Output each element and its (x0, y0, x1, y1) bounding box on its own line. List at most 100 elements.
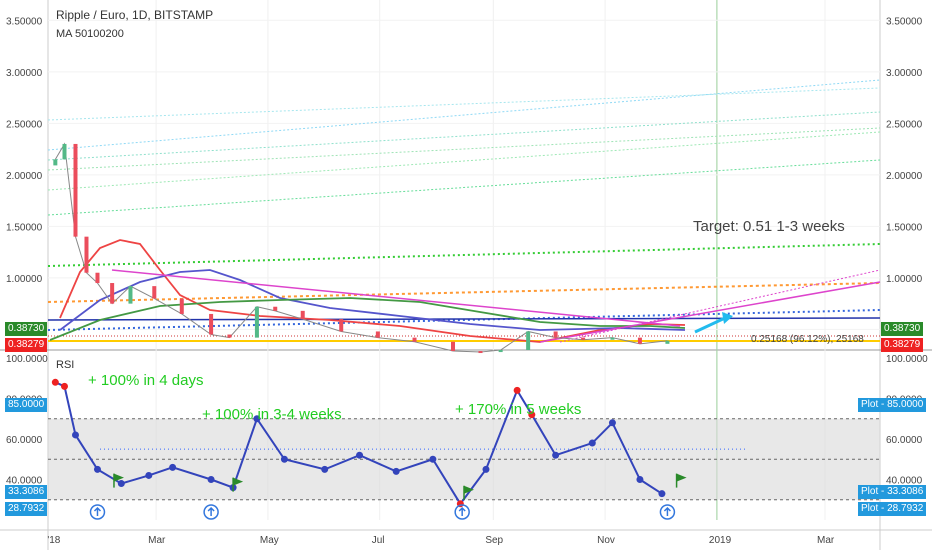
price-candle (526, 331, 531, 350)
price-axis-label-right: 3.00000 (886, 68, 923, 79)
price-prev-tag-left: 0.38279 (5, 338, 48, 352)
rsi-low-tag-left: 28.7932 (5, 502, 48, 516)
rsi-point (392, 467, 400, 475)
circled-arrow-icon (89, 504, 106, 520)
price-axis-label-left: 2.00000 (6, 171, 43, 182)
magenta-breakout-line (539, 281, 881, 343)
target-arrowhead (722, 312, 733, 324)
price-candle (375, 331, 380, 338)
rsi-point (356, 451, 364, 459)
price-candle (553, 331, 558, 338)
plot-upper-tag: Plot - 85.0000 (858, 398, 927, 412)
blue-horizontal-line (47, 317, 881, 321)
blue-dotted-trendline (47, 309, 881, 331)
price-candle (84, 236, 89, 273)
circled-arrow-icon (454, 504, 470, 520)
price-pane[interactable] (47, 79, 881, 354)
rsi-axis-label-left: 40.0000 (6, 476, 43, 487)
rsi-point (51, 378, 59, 386)
time-axis-label: Jul (372, 535, 385, 546)
rsi-point (145, 471, 153, 479)
fan-trendline (47, 127, 881, 171)
price-candle (637, 337, 642, 344)
fan-trendline (47, 131, 881, 191)
price-candle (227, 334, 232, 338)
rsi-axis-label-left: 60.0000 (6, 435, 43, 446)
rsi-point (253, 415, 261, 423)
rsi-point (636, 476, 644, 483)
magenta-dotted-line (559, 269, 881, 343)
time-axis-label: Nov (597, 535, 615, 546)
rsi-point (60, 382, 68, 390)
annotation-170-5-weeks: + 170% in 5 weeks (455, 401, 582, 418)
price-axis-label-left: 2.50000 (6, 119, 43, 130)
rsi-current-tag-left: 33.3086 (5, 485, 48, 499)
buy-flag (464, 485, 474, 494)
price-current-tag-right: 0.38730 (881, 322, 924, 336)
price-candle (254, 306, 259, 338)
up-arrow-icon (207, 506, 215, 516)
close-price-line (54, 142, 668, 353)
price-candle (451, 341, 456, 352)
up-arrow-icon (93, 506, 102, 516)
time-axis-label: '18 (47, 535, 60, 546)
buy-flag (113, 473, 124, 482)
rsi-point (429, 455, 437, 463)
price-candle (273, 306, 278, 311)
rsi-point (513, 386, 521, 394)
price-candle (339, 319, 344, 332)
time-axis-label: Mar (817, 535, 835, 546)
rsi-point (588, 439, 596, 447)
fan-trendline (47, 159, 881, 216)
buy-flag (676, 473, 687, 482)
rsi-point (117, 480, 125, 488)
time-axis-label: May (260, 535, 279, 546)
ma-indicator-label[interactable]: MA 50100200 (56, 28, 124, 40)
price-axis-label-right: 1.00000 (886, 274, 923, 285)
price-candle (62, 143, 67, 160)
price-axis-label-left: 1.00000 (6, 274, 43, 285)
price-axis-label-right: 2.00000 (886, 171, 923, 182)
measure-readout: 0.25168 (96.12%), 25168 (751, 334, 864, 345)
price-candle (152, 286, 157, 299)
fan-trendline (47, 87, 881, 121)
rsi-pane[interactable] (48, 378, 880, 520)
fan-trendline (47, 111, 881, 161)
rsi-axis-label-left: 100.0000 (6, 354, 48, 365)
rsi-axis-label-right: 40.0000 (886, 476, 923, 487)
plot-current-tag: Plot - 33.3086 (858, 485, 927, 499)
rsi-point (280, 455, 288, 463)
price-axis-label-left: 1.50000 (6, 222, 43, 233)
price-candle (110, 283, 115, 304)
rsi-upper-tag-left: 85.0000 (5, 398, 48, 412)
green-dotted-trendline (47, 243, 881, 267)
rsi-axis-label-right: 100.0000 (886, 354, 928, 365)
annotation-100-4-days: + 100% in 4 days (88, 372, 204, 389)
price-candle (498, 350, 503, 353)
price-candle (73, 143, 78, 237)
chart-title: Ripple / Euro, 1D, BITSTAMP (56, 8, 214, 22)
annotation-100-3-4-weeks: + 100% in 3-4 weeks (202, 406, 342, 423)
price-candle (665, 340, 670, 344)
price-candle (610, 337, 615, 340)
rsi-line (54, 381, 663, 506)
rsi-title[interactable]: RSI (56, 359, 75, 371)
buy-flag (233, 477, 244, 486)
rsi-point (658, 490, 666, 498)
circled-arrow-icon (659, 504, 676, 520)
price-candle (128, 286, 133, 304)
target-arrow (694, 316, 726, 334)
price-candle (209, 313, 214, 335)
time-axis-label: Sep (485, 535, 503, 546)
rsi-point (169, 463, 177, 471)
rsi-axis-label-right: 60.0000 (886, 435, 923, 446)
ma200-line (49, 297, 686, 341)
target-annotation: Target: 0.51 1-3 weeks (693, 218, 845, 235)
price-axis-label-left: 3.00000 (6, 68, 43, 79)
price-candle (478, 351, 483, 354)
rsi-point (207, 476, 215, 483)
ma100-line (59, 269, 686, 331)
price-axis-label-right: 2.50000 (886, 119, 923, 130)
